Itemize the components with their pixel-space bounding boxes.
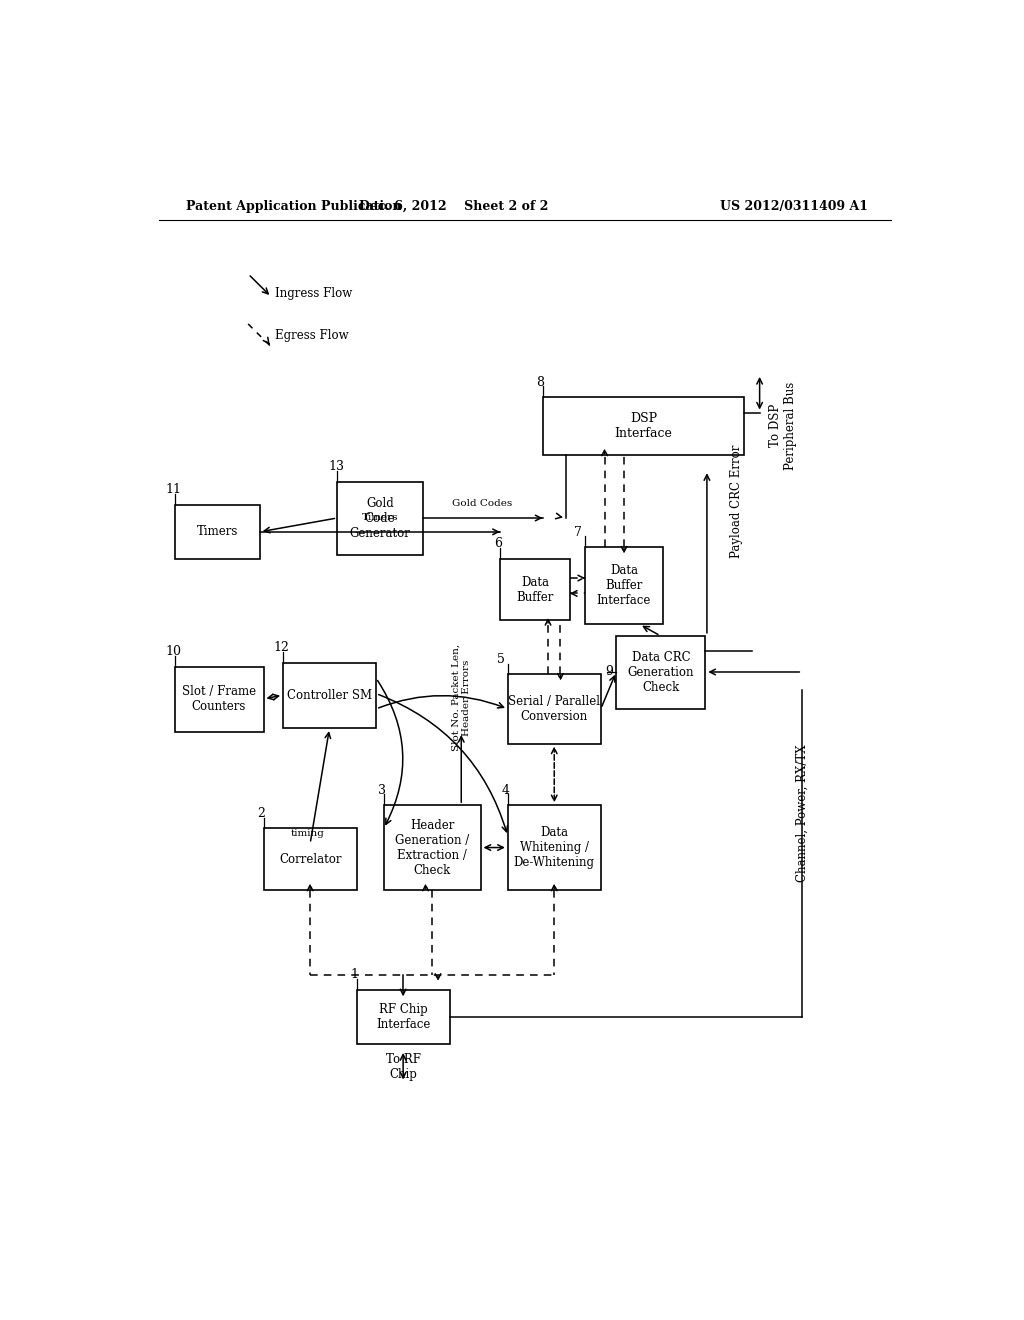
- Bar: [356, 990, 450, 1044]
- Bar: [337, 482, 423, 554]
- Text: Dec. 6, 2012    Sheet 2 of 2: Dec. 6, 2012 Sheet 2 of 2: [358, 199, 548, 213]
- Text: Serial / Parallel
Conversion: Serial / Parallel Conversion: [508, 694, 600, 723]
- Bar: [263, 829, 356, 890]
- Bar: [174, 506, 260, 558]
- Text: 7: 7: [574, 525, 583, 539]
- Text: US 2012/0311409 A1: US 2012/0311409 A1: [721, 199, 868, 213]
- Text: Egress Flow: Egress Flow: [275, 329, 349, 342]
- Text: 13: 13: [328, 461, 344, 474]
- Bar: [508, 675, 601, 743]
- Text: Data
Whitening /
De-Whitening: Data Whitening / De-Whitening: [514, 826, 595, 869]
- Text: 11: 11: [165, 483, 181, 496]
- Text: Channel, Power, RX/TX: Channel, Power, RX/TX: [796, 744, 809, 882]
- Text: 1: 1: [350, 969, 358, 982]
- Text: 9: 9: [605, 665, 613, 678]
- Text: timing: timing: [291, 829, 325, 838]
- Text: Ingress Flow: Ingress Flow: [275, 286, 352, 300]
- Text: Controller SM: Controller SM: [287, 689, 372, 702]
- Text: 6: 6: [494, 537, 502, 550]
- Text: Gold Codes: Gold Codes: [452, 499, 512, 508]
- Bar: [174, 667, 263, 733]
- Text: 8: 8: [537, 376, 545, 388]
- Bar: [500, 558, 569, 620]
- Text: Data CRC
Generation
Check: Data CRC Generation Check: [628, 651, 694, 694]
- Bar: [384, 805, 480, 890]
- Text: 2: 2: [257, 807, 265, 820]
- Text: 4: 4: [502, 784, 510, 797]
- Text: Slot No. Packet Len,
Header Errors: Slot No. Packet Len, Header Errors: [452, 644, 471, 751]
- Text: Slot / Frame
Counters: Slot / Frame Counters: [182, 685, 256, 713]
- Bar: [283, 663, 376, 729]
- Text: 5: 5: [497, 653, 505, 665]
- Bar: [508, 805, 601, 890]
- Bar: [543, 397, 744, 455]
- Text: Timers: Timers: [197, 525, 238, 539]
- Text: Payload CRC Error: Payload CRC Error: [730, 445, 742, 558]
- Text: 12: 12: [273, 642, 290, 655]
- Text: 10: 10: [165, 645, 181, 659]
- Text: DSP
Interface: DSP Interface: [614, 412, 673, 440]
- Text: Correlator: Correlator: [279, 853, 341, 866]
- Bar: [616, 636, 706, 709]
- Text: Data
Buffer
Interface: Data Buffer Interface: [597, 564, 651, 607]
- Text: Gold
Code
Generator: Gold Code Generator: [349, 496, 411, 540]
- Text: Data
Buffer: Data Buffer: [516, 576, 554, 603]
- Text: Patent Application Publication: Patent Application Publication: [186, 199, 401, 213]
- Text: Header
Generation /
Extraction /
Check: Header Generation / Extraction / Check: [395, 818, 469, 876]
- Text: RF Chip
Interface: RF Chip Interface: [376, 1003, 430, 1031]
- Text: Timers: Timers: [361, 513, 398, 523]
- Text: To RF
Chip: To RF Chip: [386, 1053, 421, 1081]
- Bar: [586, 548, 663, 624]
- Text: To DSP
Peripheral Bus: To DSP Peripheral Bus: [769, 381, 797, 470]
- Text: 3: 3: [378, 784, 386, 797]
